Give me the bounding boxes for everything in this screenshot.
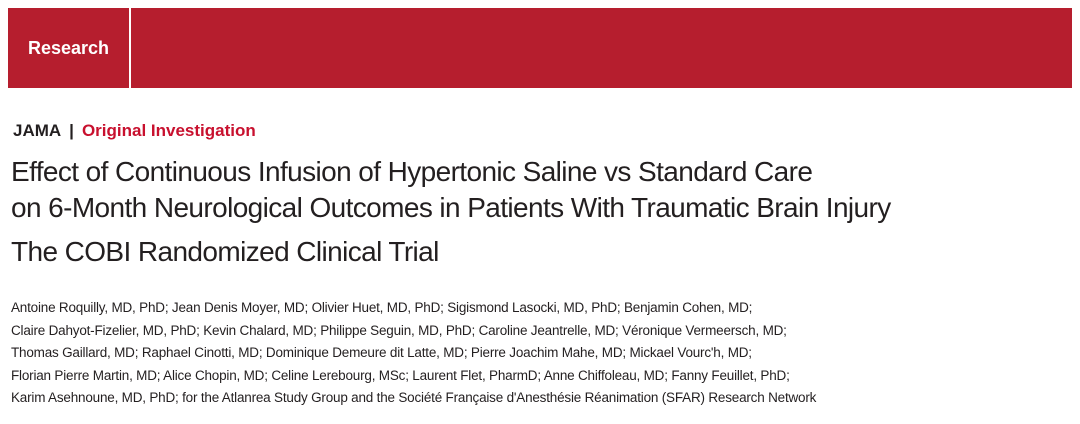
journal-line: JAMA | Original Investigation: [13, 120, 256, 142]
section-label-box: Research: [8, 8, 131, 88]
article-type: Original Investigation: [81, 121, 256, 140]
author-line-2: Claire Dahyot-Fizelier, MD, PhD; Kevin C…: [11, 322, 787, 338]
author-line-5: Karim Asehnoune, MD, PhD; for the Atlanr…: [11, 390, 817, 406]
journal-separator: |: [69, 121, 74, 140]
article-title-line-1: Effect of Continuous Infusion of Hyperto…: [11, 156, 813, 187]
section-banner: Research: [8, 8, 1072, 88]
author-line-4: Florian Pierre Martin, MD; Alice Chopin,…: [11, 367, 790, 383]
banner-fill: [131, 8, 1072, 88]
journal-name: JAMA: [13, 121, 62, 140]
author-list: Antoine Roquilly, MD, PhD; Jean Denis Mo…: [11, 297, 816, 410]
article-title-line-2: on 6-Month Neurological Outcomes in Pati…: [11, 192, 891, 223]
article-title: Effect of Continuous Infusion of Hyperto…: [11, 154, 891, 226]
article-subtitle: The COBI Randomized Clinical Trial: [11, 236, 439, 267]
section-label: Research: [27, 37, 110, 58]
author-line-3: Thomas Gaillard, MD; Raphael Cinotti, MD…: [11, 345, 752, 361]
author-line-1: Antoine Roquilly, MD, PhD; Jean Denis Mo…: [11, 300, 753, 315]
